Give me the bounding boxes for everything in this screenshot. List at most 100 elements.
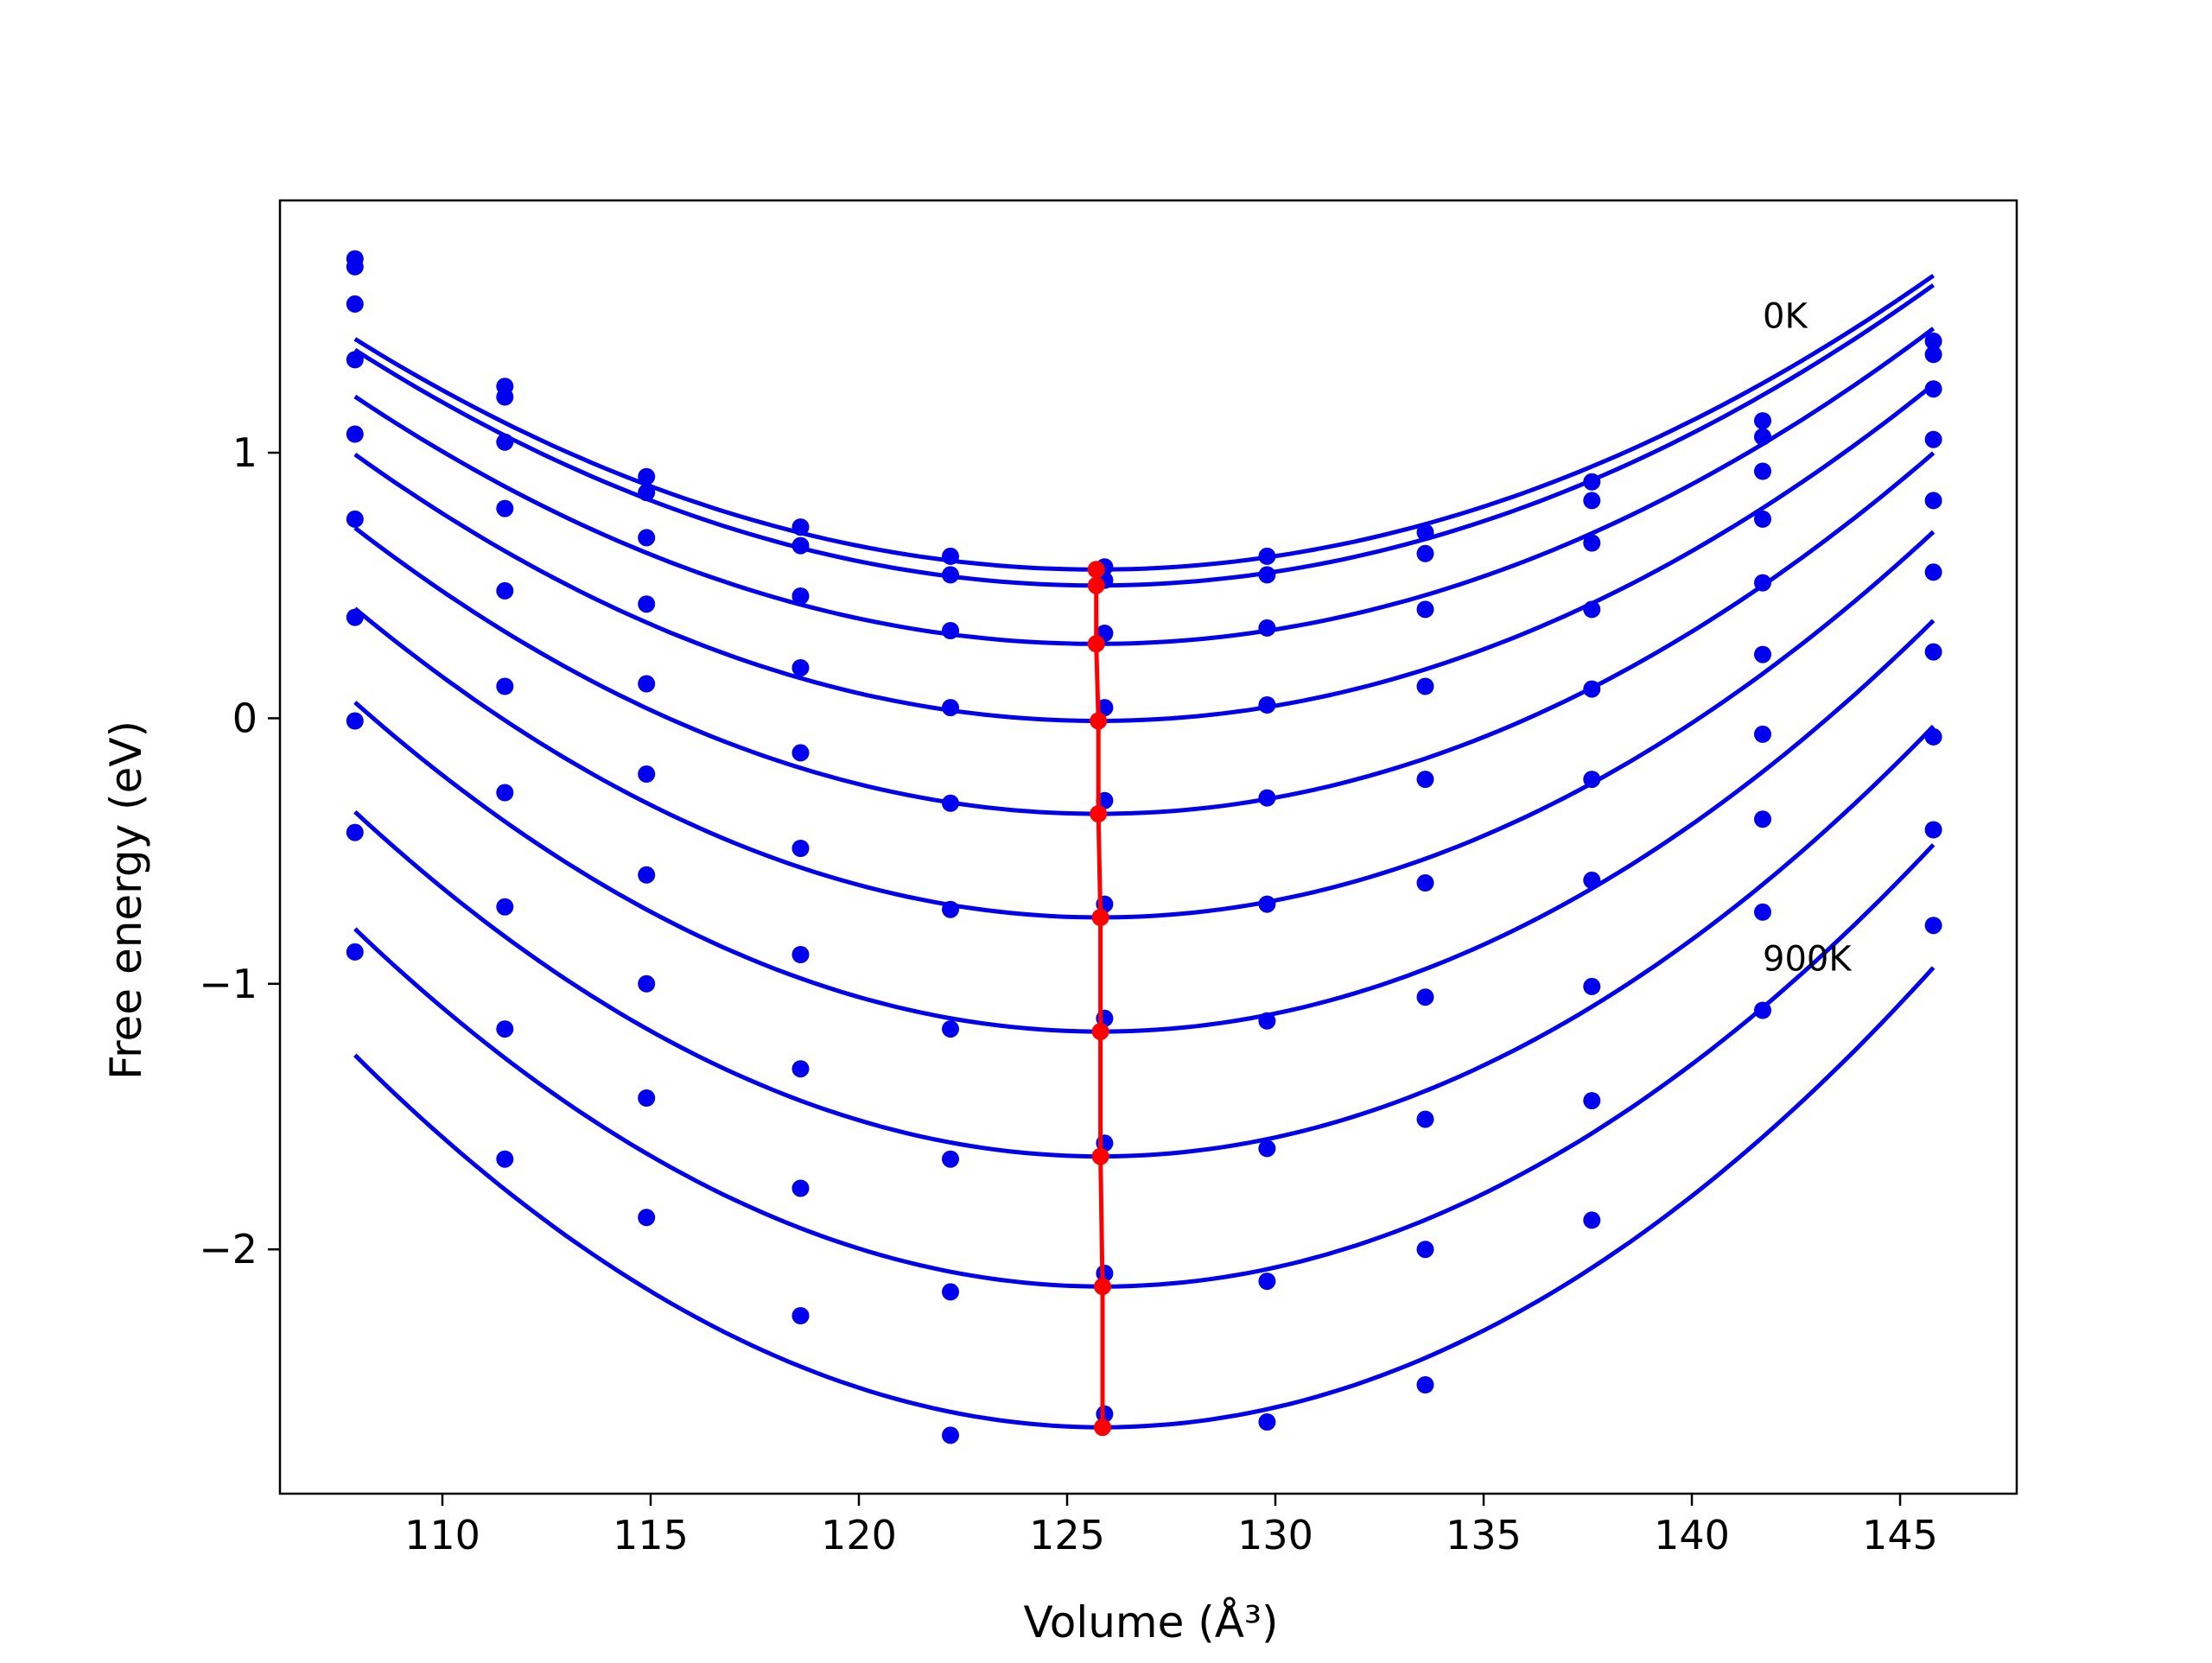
data-point-5-2: [638, 765, 656, 783]
data-point-5-1: [496, 677, 514, 695]
data-point-1-4: [942, 566, 959, 584]
data-points: [346, 250, 1942, 1444]
y-axis: −2 −1 0 1: [199, 429, 280, 1273]
minimum-point-1: [1087, 576, 1105, 594]
fit-curve-1: [353, 282, 1936, 588]
data-point-4-8: [1583, 680, 1601, 698]
data-point-4-2: [638, 675, 656, 693]
data-point-2-4: [942, 622, 959, 639]
data-point-4-10: [1924, 492, 1942, 510]
data-point-3-7: [1416, 677, 1434, 695]
annotation-label-1: 900K: [1763, 939, 1853, 979]
data-point-9-1: [496, 1150, 514, 1168]
data-point-0-2: [638, 467, 656, 486]
x-axis: 110 115 120 125 130 135 140 145: [404, 1494, 1938, 1558]
data-point-3-6: [1258, 696, 1276, 714]
data-point-8-4: [942, 1283, 959, 1301]
data-point-1-9: [1754, 428, 1771, 446]
data-point-9-10: [1924, 917, 1942, 935]
minimum-point-4: [1090, 805, 1108, 823]
x-tick-label-115: 115: [613, 1512, 689, 1558]
fit-curve-3: [353, 383, 1936, 723]
minima-line: [1094, 569, 1105, 1428]
data-point-5-9: [1754, 645, 1771, 663]
data-point-2-1: [496, 433, 514, 451]
data-point-4-3: [791, 744, 810, 762]
fit-curve-7: [353, 724, 1936, 1159]
x-tick-label-130: 130: [1237, 1512, 1313, 1558]
data-point-0-6: [1258, 547, 1276, 565]
data-point-7-4: [942, 1150, 959, 1168]
data-point-6-8: [1583, 871, 1601, 889]
data-point-3-9: [1754, 510, 1771, 528]
data-point-7-6: [1258, 1139, 1276, 1158]
data-point-7-2: [638, 974, 656, 993]
data-point-8-2: [638, 1089, 656, 1107]
data-point-2-10: [1924, 380, 1942, 398]
data-point-0-4: [942, 547, 959, 565]
minimum-point-5: [1091, 909, 1109, 926]
data-point-6-2: [638, 866, 656, 884]
data-point-1-3: [791, 536, 810, 555]
data-point-2-7: [1416, 600, 1434, 619]
data-point-7-7: [1416, 1110, 1434, 1128]
fit-curve-9: [353, 966, 1936, 1430]
y-tick-label--1: −1: [199, 961, 257, 1007]
data-point-3-1: [496, 499, 514, 517]
y-axis-label: Free energy (eV): [101, 720, 151, 1080]
data-point-4-0: [346, 425, 364, 443]
fit-curve-0: [353, 273, 1936, 572]
data-point-8-3: [791, 1179, 810, 1197]
annotation-label-0: 0K: [1763, 297, 1808, 337]
data-point-8-0: [346, 823, 364, 841]
data-point-8-9: [1754, 903, 1771, 921]
data-point-9-8: [1583, 1211, 1601, 1229]
data-point-1-6: [1258, 566, 1276, 584]
data-point-6-7: [1416, 988, 1434, 1006]
data-point-0-9: [1754, 412, 1771, 430]
data-point-5-8: [1583, 771, 1601, 789]
fit-curve-6: [353, 619, 1936, 1034]
data-point-6-0: [346, 608, 364, 626]
data-point-1-10: [1924, 346, 1942, 364]
data-point-4-6: [1258, 789, 1276, 807]
x-axis-label: Volume (Å³): [1023, 1597, 1278, 1647]
x-tick-label-125: 125: [1029, 1512, 1105, 1558]
data-point-9-7: [1416, 1376, 1434, 1393]
x-tick-label-120: 120: [821, 1512, 897, 1558]
data-point-7-0: [346, 712, 364, 730]
x-tick-label-110: 110: [404, 1512, 480, 1558]
data-point-3-4: [942, 699, 959, 717]
minimum-point-7: [1091, 1147, 1109, 1165]
data-point-9-4: [942, 1426, 959, 1444]
annotations: 0K 900K: [1763, 297, 1853, 980]
data-point-2-8: [1583, 534, 1601, 552]
fit-curve-8: [353, 843, 1936, 1289]
data-point-7-1: [496, 898, 514, 916]
data-point-0-3: [791, 518, 810, 536]
data-point-8-7: [1416, 1241, 1434, 1259]
minimum-point-9: [1094, 1419, 1111, 1437]
data-point-5-7: [1416, 874, 1434, 892]
fit-curve-4: [353, 451, 1936, 816]
data-point-7-8: [1583, 977, 1601, 995]
data-point-6-3: [791, 946, 810, 963]
fit-curves: [353, 273, 1936, 1430]
minimum-point-2: [1087, 635, 1105, 653]
data-point-9-0: [346, 943, 364, 961]
plot-frame: [278, 199, 2018, 1495]
data-point-1-2: [638, 484, 656, 502]
data-point-5-6: [1258, 895, 1276, 913]
fit-curve-5: [353, 530, 1936, 920]
minimum-point-6: [1091, 1023, 1109, 1041]
data-point-0-10: [1924, 332, 1942, 350]
data-point-5-0: [346, 510, 364, 528]
data-point-4-4: [942, 794, 959, 812]
data-point-1-0: [346, 257, 364, 276]
data-point-9-9: [1754, 1001, 1771, 1019]
data-point-0-8: [1583, 473, 1601, 491]
data-point-3-2: [638, 595, 656, 613]
